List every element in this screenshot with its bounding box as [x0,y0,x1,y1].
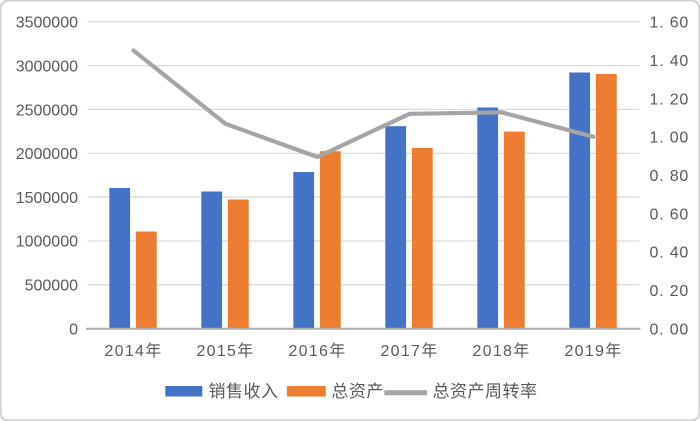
svg-text:1. 20: 1. 20 [650,91,690,108]
svg-text:2000000: 2000000 [16,146,78,163]
svg-text:1000000: 1000000 [16,234,78,251]
svg-text:1. 60: 1. 60 [650,15,690,32]
svg-text:1. 00: 1. 00 [650,130,690,147]
svg-text:2019年: 2019年 [564,342,622,360]
svg-text:0. 00: 0. 00 [650,321,690,338]
svg-text:500000: 500000 [25,278,78,295]
svg-text:2016年: 2016年 [288,342,346,360]
svg-text:总资产: 总资产 [331,382,384,401]
svg-text:2014年: 2014年 [104,342,162,360]
svg-text:0: 0 [69,321,78,338]
svg-text:2500000: 2500000 [16,102,78,119]
svg-text:2017年: 2017年 [380,342,438,360]
svg-text:0. 20: 0. 20 [650,283,690,300]
svg-text:0. 60: 0. 60 [650,206,690,223]
svg-text:3500000: 3500000 [16,15,78,32]
svg-text:总资产周转率: 总资产周转率 [433,382,538,401]
svg-text:1500000: 1500000 [16,190,78,207]
svg-text:0. 40: 0. 40 [650,245,690,262]
svg-text:2015年: 2015年 [196,342,254,360]
svg-text:1. 40: 1. 40 [650,53,690,70]
svg-text:0. 80: 0. 80 [650,168,690,185]
svg-text:3000000: 3000000 [16,58,78,75]
svg-text:销售收入: 销售收入 [209,382,279,401]
svg-text:2018年: 2018年 [472,342,530,360]
